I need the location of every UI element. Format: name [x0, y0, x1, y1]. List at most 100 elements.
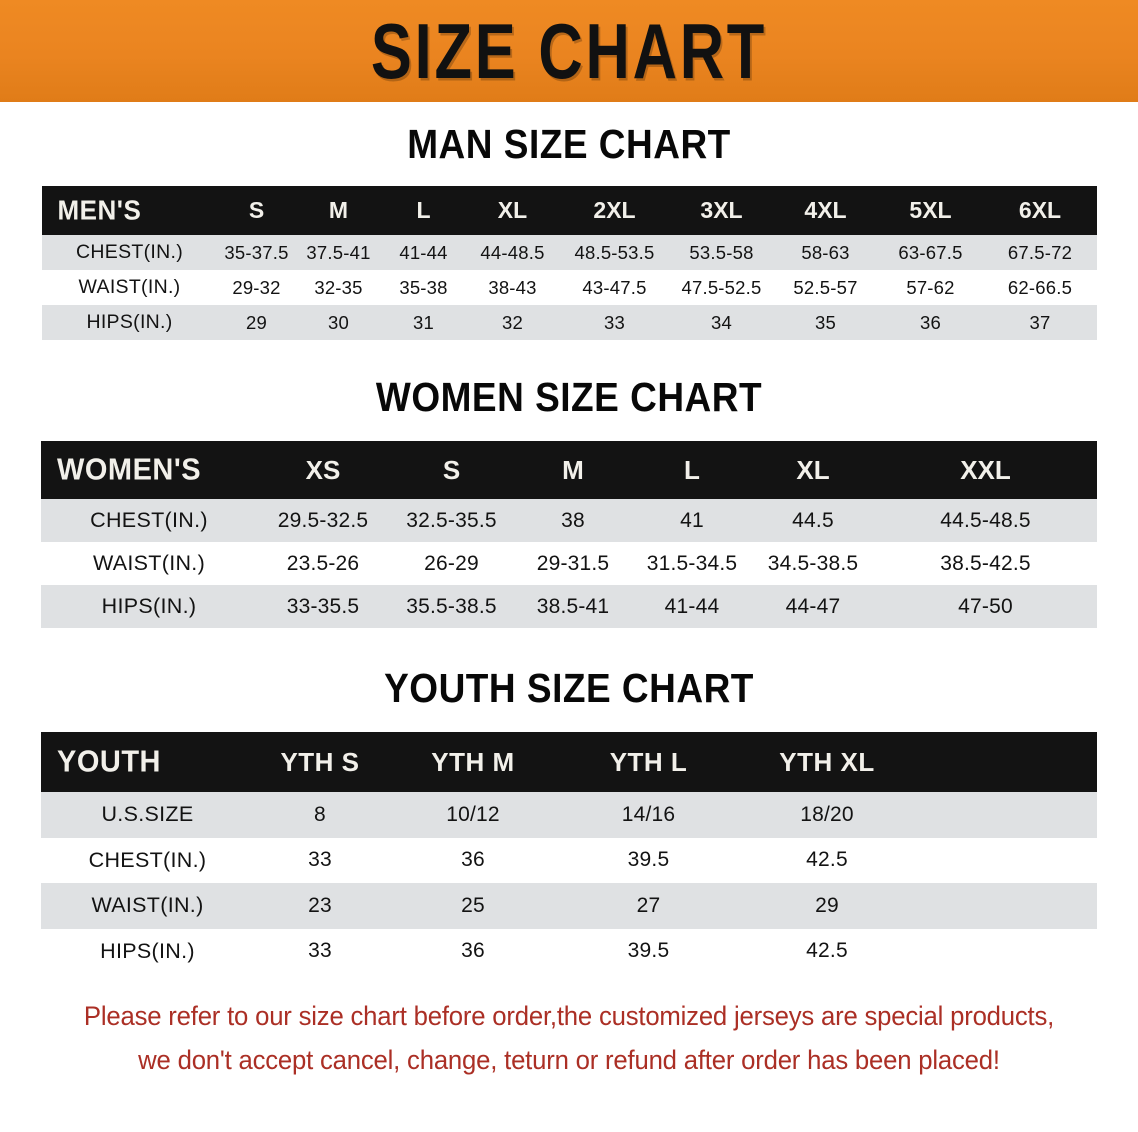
man-cell: 35 — [815, 311, 836, 333]
women-cell: 32.5-35.5 — [406, 508, 497, 532]
man-cell: 41-44 — [399, 241, 448, 263]
footer-line-2: we don't accept cancel, change, teturn o… — [138, 1045, 1000, 1075]
youth-cell: 18/20 — [800, 802, 854, 826]
banner-title: SIZE CHART — [370, 7, 768, 95]
man-section-title: MAN SIZE CHART — [407, 121, 731, 167]
man-row-label: HIPS(IN.) — [86, 311, 173, 333]
man-cell: 48.5-53.5 — [574, 241, 655, 263]
table-row: WAIST(IN.) 23 25 27 29 — [41, 883, 1097, 929]
man-col-header: 3XL — [700, 197, 743, 223]
man-col-header: M — [328, 197, 349, 223]
women-section-title: WOMEN SIZE CHART — [375, 374, 763, 420]
youth-table-header-row: YOUTH YTH S YTH M YTH L YTH XL — [41, 732, 1097, 792]
table-row: CHEST(IN.) 35-37.5 37.5-41 41-44 44-48.5… — [41, 235, 1097, 270]
youth-cell: 39.5 — [627, 939, 670, 963]
man-cell: 29-32 — [232, 276, 281, 298]
table-row: HIPS(IN.) 33-35.5 35.5-38.5 38.5-41 41-4… — [41, 585, 1097, 628]
youth-cell: 8 — [314, 802, 326, 826]
man-row-label: WAIST(IN.) — [78, 276, 181, 298]
man-cell: 47.5-52.5 — [681, 276, 762, 298]
women-cell: 41 — [680, 508, 704, 532]
women-cell: 35.5-38.5 — [406, 594, 497, 618]
man-cell: 37 — [1029, 311, 1051, 333]
women-cell: 47-50 — [958, 594, 1013, 618]
youth-header-label: YOUTH — [57, 744, 161, 779]
youth-cell: 36 — [461, 939, 485, 963]
youth-row-label: WAIST(IN.) — [91, 893, 204, 918]
man-cell: 53.5-58 — [689, 241, 754, 263]
youth-col-header: YTH XL — [779, 746, 875, 777]
man-header-label: MEN'S — [57, 194, 142, 226]
table-row: HIPS(IN.) 33 36 39.5 42.5 — [41, 928, 1097, 974]
youth-size-table: YOUTH YTH S YTH M YTH L YTH XL U.S.SIZE … — [41, 732, 1097, 974]
man-cell: 33 — [604, 311, 625, 333]
man-cell: 35-37.5 — [224, 241, 289, 263]
man-col-header: 5XL — [909, 197, 952, 223]
spacer — [0, 419, 1138, 441]
women-cell: 44-47 — [785, 594, 841, 618]
women-col-header: XS — [305, 454, 341, 485]
man-cell: 32-35 — [314, 276, 363, 298]
youth-cell: 42.5 — [806, 939, 848, 963]
women-cell: 38.5-41 — [536, 594, 610, 618]
man-cell: 44-48.5 — [480, 241, 545, 263]
women-table-header-row: WOMEN'S XS S M L XL XXL — [41, 441, 1097, 499]
women-cell: 29.5-32.5 — [277, 508, 369, 532]
youth-section-title: YOUTH SIZE CHART — [384, 665, 754, 711]
women-cell: 41-44 — [664, 594, 720, 618]
women-col-header: S — [442, 454, 461, 485]
youth-cell-empty — [917, 883, 1097, 929]
youth-row-label: U.S.SIZE — [101, 802, 194, 827]
man-cell: 63-67.5 — [898, 241, 963, 263]
women-cell: 38.5-42.5 — [940, 551, 1031, 575]
youth-row-label: CHEST(IN.) — [88, 847, 207, 872]
youth-cell: 10/12 — [446, 802, 500, 826]
man-cell: 32 — [502, 311, 523, 333]
table-row: U.S.SIZE 8 10/12 14/16 18/20 — [41, 792, 1097, 838]
footer-line-1: Please refer to our size chart before or… — [83, 1001, 1055, 1031]
women-cell: 31.5-34.5 — [646, 551, 738, 575]
youth-cell: 25 — [461, 893, 485, 917]
women-col-header: L — [684, 454, 700, 485]
women-cell: 26-29 — [424, 551, 479, 575]
man-cell: 57-62 — [906, 276, 955, 298]
banner: SIZE CHART — [0, 0, 1138, 102]
man-cell: 35-38 — [399, 276, 448, 298]
man-cell: 67.5-72 — [1007, 241, 1073, 263]
spacer — [0, 102, 1138, 124]
table-row: CHEST(IN.) 33 36 39.5 42.5 — [41, 837, 1097, 883]
man-cell: 58-63 — [801, 241, 850, 263]
table-row: WAIST(IN.) 23.5-26 26-29 29-31.5 31.5-34… — [41, 542, 1097, 585]
women-row-label: CHEST(IN.) — [90, 508, 208, 532]
women-header-label: WOMEN'S — [57, 452, 202, 487]
women-cell: 34.5-38.5 — [767, 551, 859, 575]
youth-cell: 29 — [815, 893, 839, 917]
youth-cell: 27 — [636, 893, 661, 917]
man-col-header: S — [248, 197, 265, 223]
women-cell: 23.5-26 — [286, 551, 360, 575]
table-row: WAIST(IN.) 29-32 32-35 35-38 38-43 43-47… — [41, 270, 1097, 305]
table-row: HIPS(IN.) 29 30 31 32 33 34 35 36 37 — [41, 305, 1097, 340]
man-col-header: XL — [497, 197, 528, 223]
spacer — [0, 166, 1138, 186]
man-col-header: 2XL — [593, 197, 636, 223]
man-cell: 37.5-41 — [306, 241, 371, 263]
youth-cell: 14/16 — [621, 802, 676, 826]
youth-cell: 36 — [461, 848, 485, 872]
youth-row-label: HIPS(IN.) — [100, 938, 195, 963]
man-cell: 62-66.5 — [1007, 276, 1073, 298]
women-row-label: HIPS(IN.) — [101, 594, 197, 618]
youth-col-header: YTH S — [280, 746, 360, 777]
man-col-header: L — [416, 197, 431, 223]
man-cell: 31 — [413, 311, 434, 333]
women-cell: 44.5 — [792, 508, 834, 532]
man-cell: 29 — [246, 311, 267, 333]
women-cell: 29-31.5 — [536, 551, 610, 575]
spacer — [0, 710, 1138, 732]
women-col-header: XL — [796, 454, 830, 485]
youth-col-header: YTH L — [609, 746, 688, 777]
youth-cell: 39.5 — [627, 848, 670, 872]
man-col-header: 4XL — [804, 197, 847, 223]
women-col-header: M — [562, 454, 584, 485]
